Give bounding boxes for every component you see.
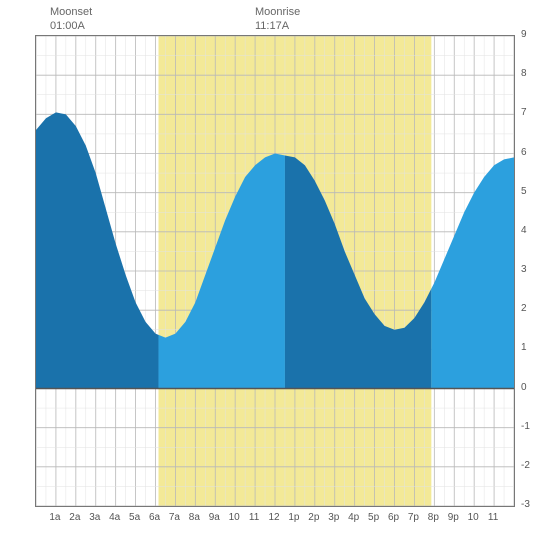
tide-chart-container: Moonset 01:00A Moonrise 11:17A 9 8 7 6 5 4 3 2 1… [0,0,550,550]
x-tick-label: 7p [408,512,419,523]
moonset-label: Moonset 01:00A [50,5,92,34]
y-tick-label: 2 [521,303,543,314]
x-tick-label: 3a [89,512,100,523]
x-tick-label: 7a [169,512,180,523]
x-tick-label: 11 [249,512,259,523]
x-tick-label: 4p [348,512,359,523]
y-tick-label: 0 [521,382,543,393]
x-tick-label: 4a [109,512,120,523]
moonset-title: Moonset [50,5,92,19]
x-tick-label: 9a [209,512,220,523]
x-tick-label: 6a [149,512,160,523]
x-tick-label: 3p [328,512,339,523]
y-tick-label: -3 [521,499,543,510]
y-tick-label: 1 [521,342,543,353]
y-tick-label: -1 [521,421,543,432]
y-tick-label: 7 [521,107,543,118]
x-tick-label: 5a [129,512,140,523]
y-tick-label: 6 [521,147,543,158]
moonrise-label: Moonrise 11:17A [255,5,300,34]
x-tick-label: 2p [308,512,319,523]
x-tick-label: 1p [288,512,299,523]
moonrise-time: 11:17A [255,19,300,33]
x-tick-label: 10 [468,512,479,523]
y-axis-right: 9876543210-1-2-3 [515,35,545,505]
x-tick-label: 1a [49,512,60,523]
x-tick-label: 11 [488,512,498,523]
y-tick-label: 8 [521,68,543,79]
chart-plot-area [35,35,515,507]
moonset-time: 01:00A [50,19,92,33]
x-tick-label: 5p [368,512,379,523]
y-tick-label: 3 [521,264,543,275]
x-tick-label: 2a [69,512,80,523]
x-tick-label: 8p [428,512,439,523]
y-tick-label: 9 [521,29,543,40]
y-tick-label: 4 [521,225,543,236]
x-tick-label: 9p [448,512,459,523]
chart-svg [36,36,514,506]
y-tick-label: -2 [521,460,543,471]
moonrise-title: Moonrise [255,5,300,19]
x-tick-label: 6p [388,512,399,523]
x-tick-label: 10 [229,512,240,523]
x-tick-label: 12 [268,512,279,523]
y-tick-label: 5 [521,186,543,197]
x-tick-label: 8a [189,512,200,523]
